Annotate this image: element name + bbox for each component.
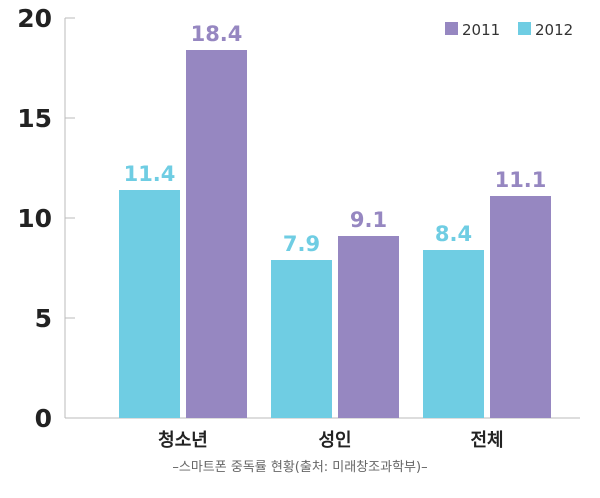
bar-2012	[119, 190, 180, 418]
bar-chart: 0 5 10 15 20 청소년 성인 전체 11.4 18.4 7.9 9.1 8.4 11.1 20…	[17, 4, 580, 450]
bar-2012	[271, 260, 332, 418]
data-label-2012: 8.4	[435, 222, 472, 246]
data-label-2012: 11.4	[124, 162, 176, 186]
y-tick-label: 20	[17, 4, 52, 33]
data-label-2011: 11.1	[495, 168, 547, 192]
x-tick-label: 성인	[318, 430, 351, 450]
bar-2011	[490, 196, 551, 418]
legend-swatch-2012	[518, 22, 531, 35]
axes: 0 5 10 15 20 청소년 성인 전체	[17, 4, 580, 450]
x-tick-label: 전체	[470, 430, 503, 450]
legend-label-2011: 2011	[462, 21, 500, 39]
y-tick-label: 0	[35, 404, 52, 433]
legend-swatch-2011	[445, 22, 458, 35]
bar-2012	[423, 250, 484, 418]
y-tick-label: 15	[17, 104, 52, 133]
data-label-2011: 9.1	[350, 208, 387, 232]
y-tick-label: 5	[35, 304, 52, 333]
bar-2011	[186, 50, 247, 418]
data-labels: 11.4 18.4 7.9 9.1 8.4 11.1	[124, 22, 547, 256]
y-tick-label: 10	[17, 204, 52, 233]
data-label-2011: 18.4	[191, 22, 243, 46]
chart-caption: –스마트폰 중독률 현황(출처: 미래창조과학부)–	[172, 460, 428, 475]
legend: 2011 2012	[445, 21, 573, 39]
data-label-2012: 7.9	[283, 232, 320, 256]
legend-label-2012: 2012	[535, 21, 573, 39]
x-tick-label: 청소년	[158, 430, 208, 450]
bar-2011	[338, 236, 399, 418]
bars	[119, 50, 551, 418]
